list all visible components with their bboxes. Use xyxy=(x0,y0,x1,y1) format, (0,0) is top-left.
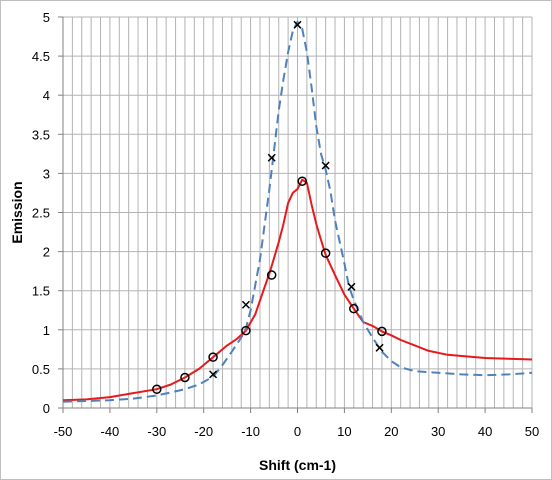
y-tick-label: 3.5 xyxy=(32,127,50,142)
x-tick-label: -20 xyxy=(194,424,213,439)
grid-layer xyxy=(62,16,533,409)
x-marker xyxy=(321,161,330,170)
circle-marker xyxy=(180,372,190,383)
x-marker xyxy=(267,153,276,162)
x-tick-label: 40 xyxy=(478,424,492,439)
y-tick-label: 2.5 xyxy=(32,206,50,221)
y-tick-label: 1 xyxy=(43,323,50,338)
y-tick-label: 5 xyxy=(43,10,50,25)
x-marker xyxy=(209,370,218,379)
x-tick-label: 0 xyxy=(294,424,301,439)
x-marker-stroke xyxy=(267,153,276,162)
x-tick-label: -10 xyxy=(241,424,260,439)
x-marker-stroke xyxy=(209,370,218,379)
circle-marker xyxy=(320,248,331,258)
circle-marker xyxy=(208,352,218,362)
y-tick-label: 0 xyxy=(43,401,50,416)
x-marker xyxy=(293,20,302,29)
series-line-2 xyxy=(62,20,533,403)
y-tick-label: 0.5 xyxy=(32,362,50,377)
x-marker xyxy=(375,343,384,352)
circle-marker xyxy=(349,303,359,314)
circle-marker xyxy=(241,325,251,336)
x-tick-label: 10 xyxy=(337,424,351,439)
y-tick-label: 4 xyxy=(43,88,50,103)
x-tick-label: 30 xyxy=(431,424,445,439)
x-tick-label: 20 xyxy=(384,424,398,439)
marker-layer xyxy=(152,20,387,394)
x-marker-stroke xyxy=(293,20,302,29)
x-marker-stroke xyxy=(241,300,250,309)
x-axis-title: Shift (cm-1) xyxy=(259,457,336,473)
y-tick-label: 2 xyxy=(43,245,50,260)
tick-label-layer: -50 -40 -30 -20 -10 0 10 20 30 40 50 0 0.5 1 1.5 2 2.5 3 3… xyxy=(32,10,539,439)
x-marker xyxy=(241,300,250,309)
x-tick-label: -40 xyxy=(101,424,120,439)
axes-layer xyxy=(58,16,533,413)
x-tick-label: 50 xyxy=(525,424,539,439)
circle-marker xyxy=(377,326,387,337)
circle-marker xyxy=(152,384,162,394)
y-tick-label: 3 xyxy=(43,166,50,181)
circle-marker xyxy=(266,270,277,280)
x-marker-stroke xyxy=(375,343,384,352)
x-tick-label: -50 xyxy=(54,424,73,439)
x-marker-stroke xyxy=(347,282,356,291)
x-marker-stroke xyxy=(321,161,330,170)
circle-marker xyxy=(297,176,307,186)
x-marker xyxy=(347,282,356,291)
y-axis-title: Emission xyxy=(9,181,25,243)
x-tick-label: -30 xyxy=(147,424,166,439)
y-tick-label: 4.5 xyxy=(32,49,50,64)
y-tick-label: 1.5 xyxy=(32,284,50,299)
